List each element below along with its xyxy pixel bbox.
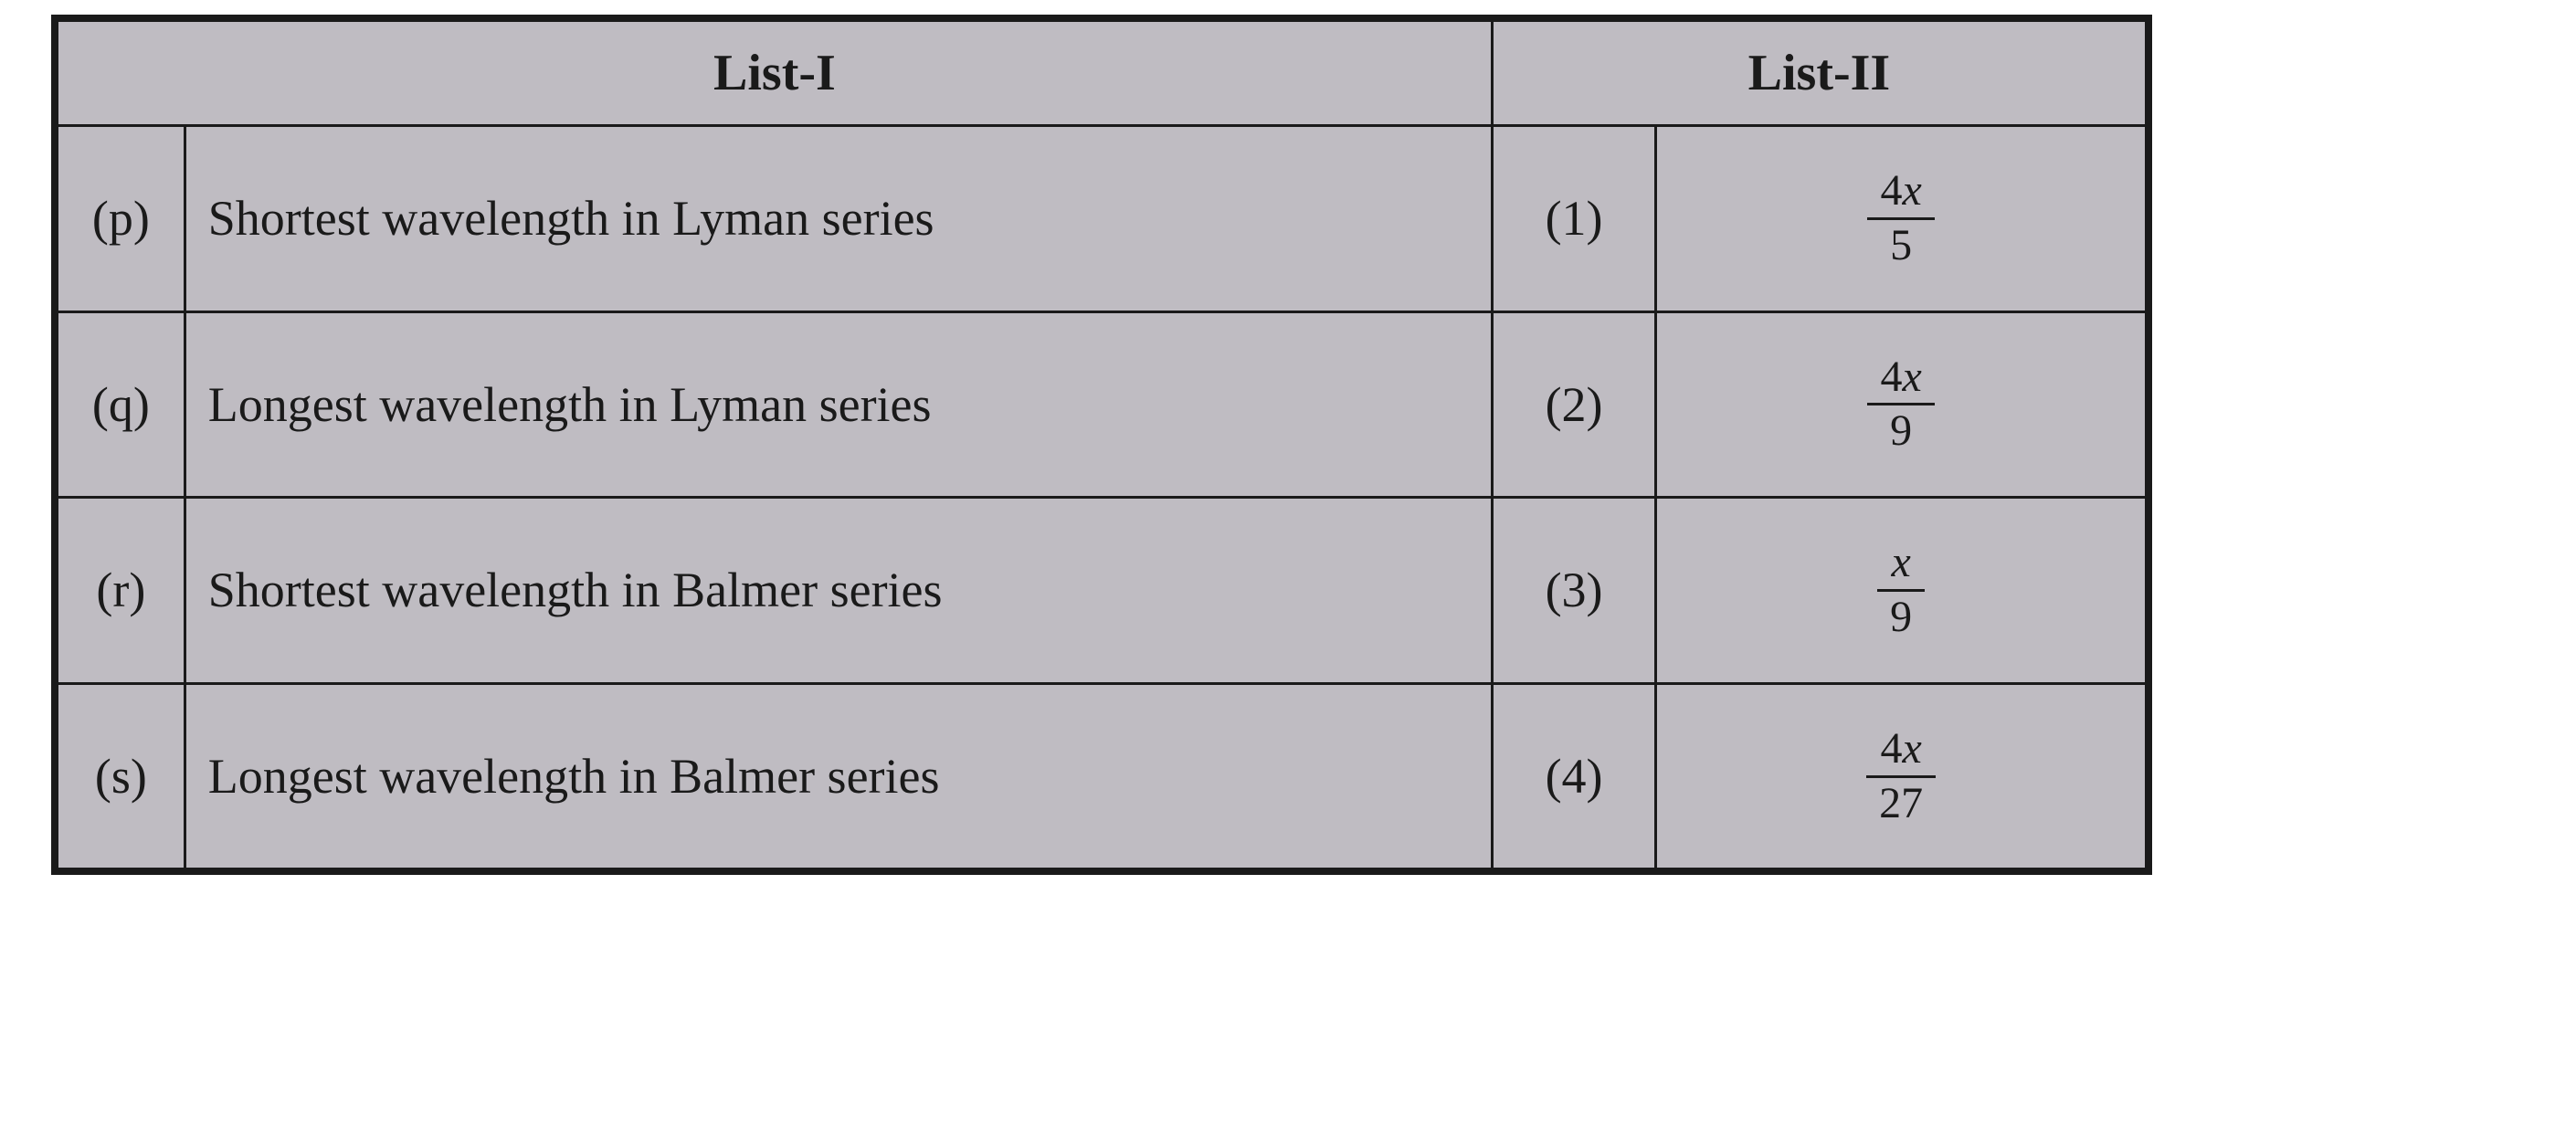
- fraction: 4x 27: [1866, 725, 1936, 828]
- match-table: List-I List-II (p) Shortest wavelength i…: [56, 19, 2148, 870]
- fraction-top: x: [1877, 539, 1925, 592]
- frac-coeff: 4: [1880, 166, 1902, 215]
- fraction-bot: 9: [1867, 405, 1934, 456]
- frac-coeff: 4: [1880, 724, 1902, 773]
- match-table-container: List-I List-II (p) Shortest wavelength i…: [51, 15, 2152, 875]
- row-num: (3): [1492, 498, 1655, 684]
- frac-var: x: [1902, 724, 1921, 773]
- frac-var: x: [1902, 353, 1921, 401]
- row-val: 4x 5: [1656, 126, 2147, 312]
- row-letter: (r): [58, 498, 185, 684]
- frac-var: x: [1902, 166, 1921, 215]
- table-row: (p) Shortest wavelength in Lyman series …: [58, 126, 2147, 312]
- fraction-top: 4x: [1867, 353, 1934, 406]
- row-desc: Shortest wavelength in Lyman series: [185, 126, 1492, 312]
- fraction: 4x 5: [1867, 167, 1934, 270]
- fraction: x 9: [1877, 539, 1925, 642]
- row-num: (4): [1492, 683, 1655, 869]
- row-num: (2): [1492, 311, 1655, 498]
- header-list1: List-I: [58, 21, 1493, 126]
- row-val: x 9: [1656, 498, 2147, 684]
- row-val: 4x 9: [1656, 311, 2147, 498]
- row-desc: Longest wavelength in Lyman series: [185, 311, 1492, 498]
- row-val: 4x 27: [1656, 683, 2147, 869]
- row-letter: (p): [58, 126, 185, 312]
- fraction-top: 4x: [1867, 167, 1934, 220]
- table-row: (r) Shortest wavelength in Balmer series…: [58, 498, 2147, 684]
- fraction-bot: 5: [1867, 220, 1934, 270]
- fraction-top: 4x: [1866, 725, 1936, 778]
- row-desc: Shortest wavelength in Balmer series: [185, 498, 1492, 684]
- frac-coeff: 4: [1880, 353, 1902, 401]
- row-desc: Longest wavelength in Balmer series: [185, 683, 1492, 869]
- row-letter: (q): [58, 311, 185, 498]
- table-row: (s) Longest wavelength in Balmer series …: [58, 683, 2147, 869]
- header-list2: List-II: [1492, 21, 2146, 126]
- fraction-bot: 27: [1866, 778, 1936, 828]
- header-row: List-I List-II: [58, 21, 2147, 126]
- frac-var: x: [1891, 538, 1910, 586]
- fraction-bot: 9: [1877, 592, 1925, 642]
- fraction: 4x 9: [1867, 353, 1934, 457]
- row-num: (1): [1492, 126, 1655, 312]
- table-row: (q) Longest wavelength in Lyman series (…: [58, 311, 2147, 498]
- row-letter: (s): [58, 683, 185, 869]
